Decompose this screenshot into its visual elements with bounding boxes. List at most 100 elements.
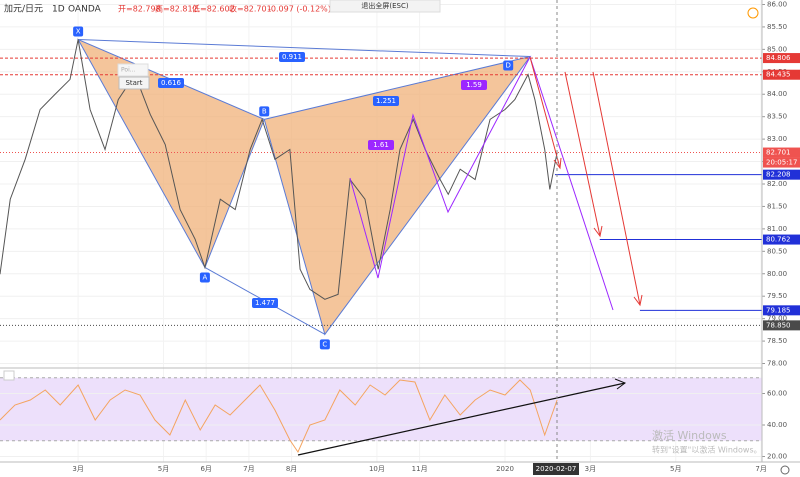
pattern-point-box (199, 272, 210, 283)
symbol: 加元/日元 (4, 4, 43, 15)
pattern-point-label: C (322, 340, 327, 348)
pattern-point-label: D (506, 62, 511, 70)
price-label: 84.806 (766, 54, 791, 62)
exit-fullscreen-button[interactable] (329, 0, 441, 13)
y-tick-label: 80.50 (767, 247, 787, 255)
price-label: 82.701 (766, 149, 791, 157)
price-line (0, 39, 558, 300)
ohlc: 开=82.798 (118, 5, 161, 14)
y-tick-label: 86.00 (767, 0, 787, 8)
price-panel (0, 38, 762, 336)
price-label: 82.208 (766, 171, 791, 179)
watermark: 转到"设置"以激活 Windows。 (652, 445, 762, 455)
ratio-box (158, 78, 184, 88)
background-layer: 78.00 78.50 79.00 79.50 80.00 80.50 81.00 81.50… (0, 0, 787, 473)
y-tick-label: 85.50 (767, 23, 787, 31)
y-tick-label: 80.00 (767, 270, 787, 278)
price-label: 84.435 (766, 71, 791, 79)
start-button[interactable] (118, 76, 150, 90)
price-label-box (763, 320, 800, 331)
ratio-label: 0.616 (161, 79, 182, 87)
price-label-box (763, 69, 800, 80)
tool-popup-label: Poi... (121, 67, 136, 74)
x-tick-label: 10月 (369, 465, 385, 473)
ratio-box (279, 52, 305, 62)
pattern-line (78, 38, 531, 58)
y-tick-label: 78.00 (767, 360, 787, 368)
y-tick-label: 81.50 (767, 202, 787, 210)
watermark: 激活 Windows (652, 428, 727, 442)
change: -0.097 (-0.12%) (268, 5, 331, 14)
y-tick-label: 84.00 (767, 90, 787, 98)
y-tick-label: 20.00 (767, 452, 787, 460)
ratio-label: 1.251 (376, 97, 396, 105)
price-label-box (763, 234, 800, 245)
y-tick-label: 85.00 (767, 45, 787, 53)
y-tick-label: 79.50 (767, 292, 787, 300)
price-label: 78.850 (766, 321, 791, 329)
collapse-button[interactable] (3, 370, 15, 381)
countdown: 20:05:17 (766, 159, 797, 167)
date-marker-box (533, 463, 579, 475)
pattern-point-label: B (262, 107, 267, 115)
x-tick-label: 8月 (286, 465, 297, 473)
tool-popup (117, 63, 149, 77)
x-tick-label: 7月 (755, 465, 766, 473)
y-tick-label: 78.50 (767, 337, 787, 345)
start-label[interactable]: Start (125, 79, 142, 87)
pattern-point-label: A (203, 273, 208, 281)
price-label-box (763, 169, 800, 180)
trend-line (297, 382, 626, 456)
overlay-layer: XABCD0.6161.2511.4770.9111.591.6184.8068… (73, 26, 800, 350)
price-label: 80.762 (766, 236, 791, 244)
x-tick-label: 6月 (200, 465, 211, 473)
ratio-box (461, 80, 487, 90)
settings-icon[interactable] (780, 465, 790, 475)
ratio-box (252, 298, 278, 308)
y-tick-label: 60.00 (767, 390, 787, 398)
x-tick-label: 2020 (496, 465, 514, 473)
ratio-box (373, 96, 399, 106)
pattern-point-box (503, 60, 514, 71)
ratio-label: 1.59 (466, 81, 482, 89)
price-label-box (763, 53, 800, 64)
ratio-label: 0.911 (282, 53, 302, 61)
price-line (0, 379, 558, 454)
pattern-point-box (73, 26, 84, 37)
price-label-box (763, 305, 800, 316)
y-tick-label: 81.00 (767, 225, 787, 233)
ratio-box (368, 140, 394, 150)
rsi-band (0, 377, 762, 441)
price-label-box (763, 147, 800, 158)
arrow-drawings (529, 56, 643, 307)
interval: 1D (52, 5, 65, 15)
ratio-label: 1.61 (373, 141, 389, 149)
y-tick-label: 82.00 (767, 180, 787, 188)
exit-fullscreen-label[interactable]: 退出全屏(ESC) (361, 1, 408, 10)
y-tick-label: 83.00 (767, 135, 787, 143)
ohlc: 高=82.812 (155, 4, 198, 14)
trend-arrow (614, 378, 627, 390)
y-tick-label: 79.00 (767, 315, 787, 323)
x-tick-label: 11月 (412, 465, 428, 473)
x-tick-label: 5月 (670, 465, 681, 473)
alert-icon[interactable] (747, 7, 759, 19)
date-marker: 2020-02-07 (536, 465, 577, 473)
countdown-box (763, 157, 800, 168)
pattern-point-box (319, 339, 330, 350)
source: OANDA (68, 5, 102, 15)
ohlc: 收=82.701 (229, 4, 272, 14)
x-tick-label: 7月 (243, 465, 254, 473)
abcd-drawing (349, 55, 614, 311)
price-label: 79.185 (766, 306, 791, 314)
y-tick-label: 40.00 (767, 421, 787, 429)
y-tick-label: 83.50 (767, 113, 787, 121)
pattern-point-label: X (76, 27, 81, 35)
x-tick-label: 5月 (158, 465, 169, 473)
ratio-label: 1.477 (255, 299, 275, 307)
ohlc: 低=82.602 (192, 4, 235, 14)
pattern-fill (263, 55, 532, 336)
x-tick-label: 3月 (585, 465, 596, 473)
